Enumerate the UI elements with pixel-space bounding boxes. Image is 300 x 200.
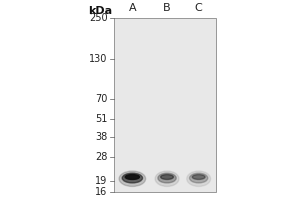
Text: 130: 130 — [89, 54, 107, 64]
Text: kDa: kDa — [88, 6, 112, 16]
Text: B: B — [163, 3, 171, 13]
Text: 250: 250 — [89, 13, 107, 23]
Text: 28: 28 — [95, 152, 107, 162]
Ellipse shape — [190, 173, 208, 183]
Ellipse shape — [187, 171, 211, 186]
Text: A: A — [128, 3, 136, 13]
Ellipse shape — [119, 171, 146, 186]
Ellipse shape — [125, 175, 140, 179]
Ellipse shape — [160, 175, 173, 179]
FancyBboxPatch shape — [114, 18, 216, 192]
Text: 16: 16 — [95, 187, 107, 197]
Ellipse shape — [158, 173, 176, 183]
Ellipse shape — [192, 175, 205, 179]
Text: 51: 51 — [95, 114, 107, 124]
Ellipse shape — [155, 171, 179, 186]
Text: 38: 38 — [95, 132, 107, 142]
Text: 19: 19 — [95, 176, 107, 186]
Ellipse shape — [122, 173, 142, 183]
Text: 70: 70 — [95, 94, 107, 104]
Text: C: C — [195, 3, 203, 13]
